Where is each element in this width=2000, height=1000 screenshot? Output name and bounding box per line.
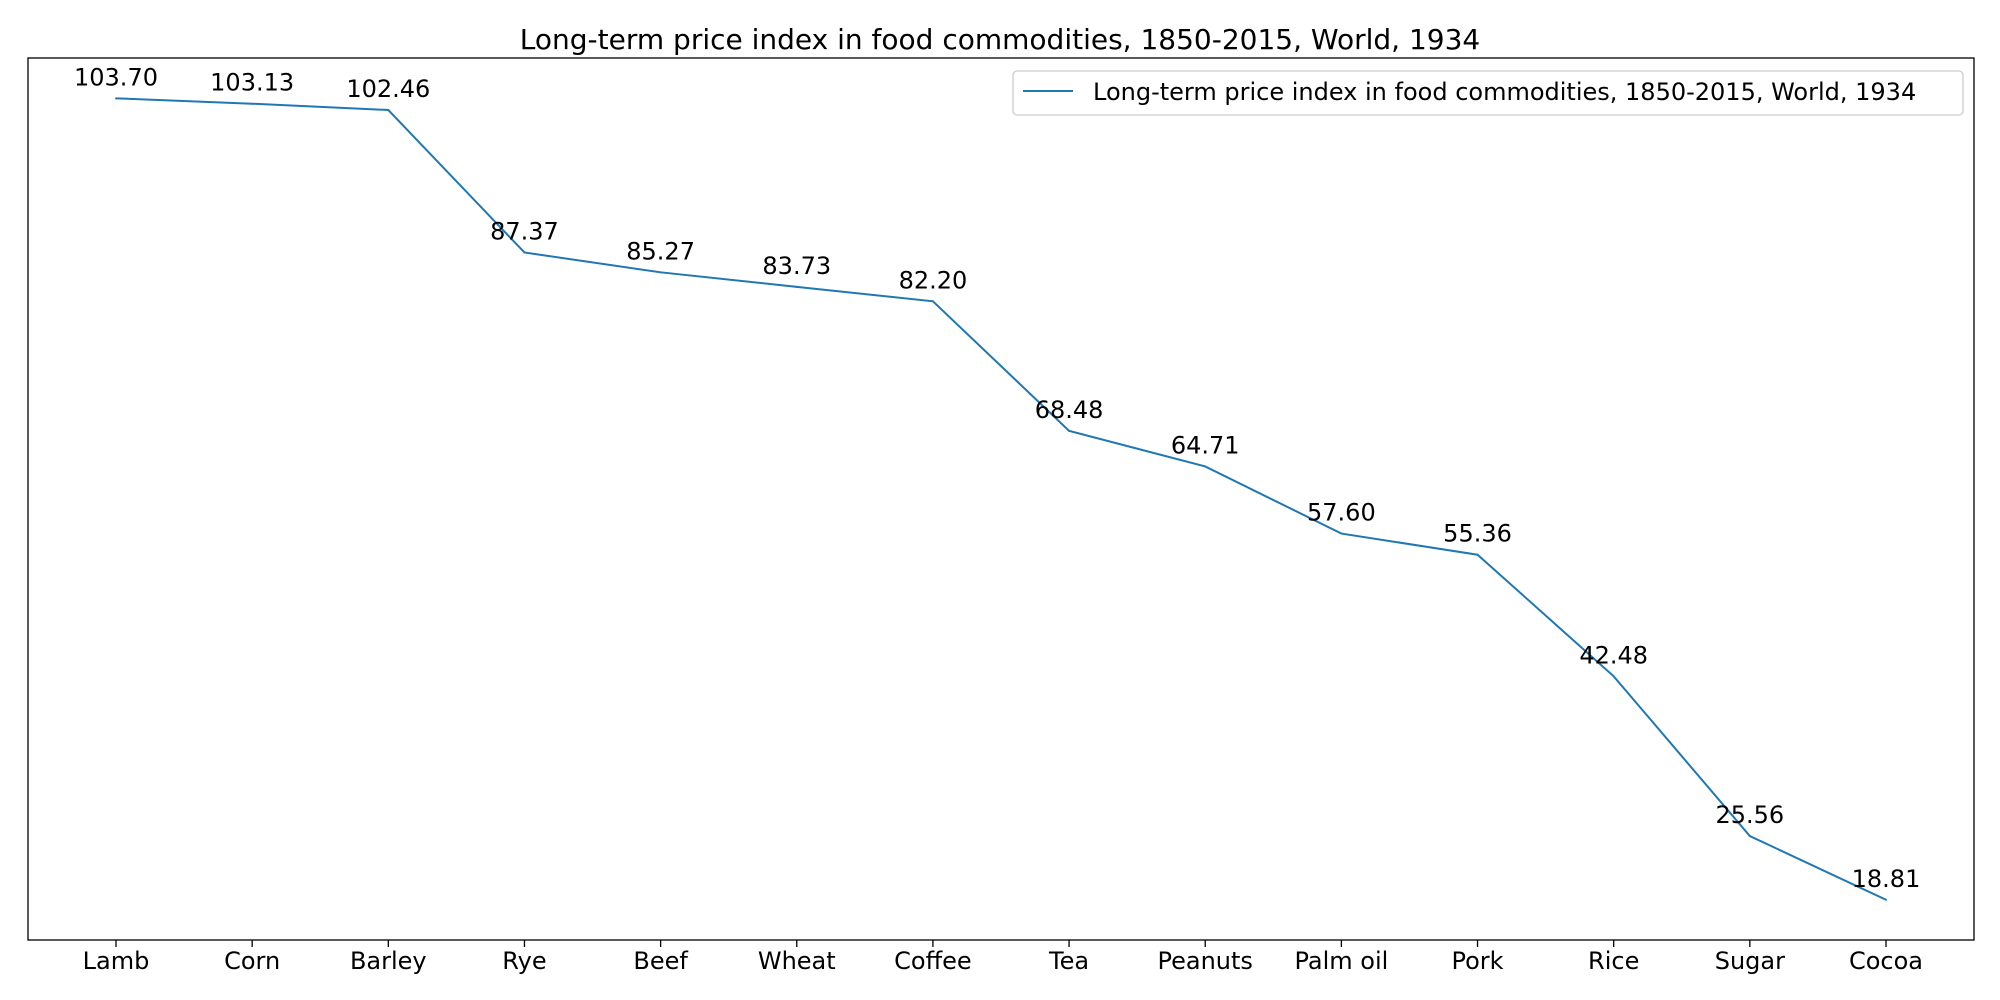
data-point: [251, 102, 254, 105]
data-label: 55.36: [1443, 520, 1512, 548]
x-tick-label: Coffee: [894, 947, 972, 975]
series-line: [115, 97, 1887, 901]
legend-entry: Long-term price index in food commoditie…: [1093, 78, 1916, 106]
data-label: 103.70: [74, 63, 158, 91]
x-tick-label: Corn: [224, 947, 280, 975]
data-point: [115, 97, 117, 100]
data-point: [1340, 532, 1343, 535]
x-tick-label: Beef: [633, 947, 688, 975]
data-point: [659, 271, 662, 274]
x-tick-label: Wheat: [758, 947, 836, 975]
data-point: [1476, 553, 1479, 556]
data-point: [1748, 835, 1751, 838]
series-layer: [115, 97, 1887, 901]
x-tick-label: Sugar: [1715, 947, 1785, 975]
data-label: 103.13: [210, 69, 294, 97]
x-tick-label: Pork: [1451, 947, 1503, 975]
data-label: 102.46: [346, 75, 430, 103]
data-point: [1612, 675, 1615, 678]
data-label: 83.73: [762, 252, 831, 280]
x-tick-label: Palm oil: [1294, 947, 1388, 975]
x-tick-label: Lamb: [83, 947, 150, 975]
data-point: [1204, 465, 1207, 468]
data-point: [795, 285, 798, 288]
x-tick-label: Peanuts: [1158, 947, 1253, 975]
data-label: 57.60: [1307, 499, 1376, 527]
data-label: 85.27: [626, 237, 695, 265]
plot-frame: [27, 57, 1975, 941]
data-label: 82.20: [899, 266, 968, 294]
x-axis: Lamb Corn Barley Rye Beef Wheat Coffee Tea Peanu…: [83, 940, 1923, 975]
x-tick-label: Rice: [1588, 947, 1639, 975]
data-point: [931, 300, 934, 303]
data-point: [387, 109, 390, 112]
x-tick-label: Rye: [502, 947, 546, 975]
data-label: 25.56: [1715, 801, 1784, 829]
data-label: 87.37: [490, 217, 559, 245]
x-tick-label: Barley: [350, 947, 427, 975]
legend: Long-term price index in food commoditie…: [1012, 70, 1964, 116]
data-label: 42.48: [1579, 641, 1648, 669]
data-label: 68.48: [1035, 396, 1104, 424]
data-label: 18.81: [1852, 865, 1921, 893]
x-tick-label: Tea: [1048, 947, 1089, 975]
chart-title: Long-term price index in food commoditie…: [520, 23, 1480, 56]
legend-box: [1012, 70, 1964, 116]
data-label-layer: 103.70 103.13 102.46 87.37 85.27 83.73 82.20 68…: [74, 63, 1920, 892]
data-point: [1068, 429, 1071, 432]
data-label: 64.71: [1171, 431, 1240, 459]
x-tick-label: Cocoa: [1849, 947, 1923, 975]
data-point: [523, 251, 526, 254]
data-point: [1885, 898, 1887, 901]
